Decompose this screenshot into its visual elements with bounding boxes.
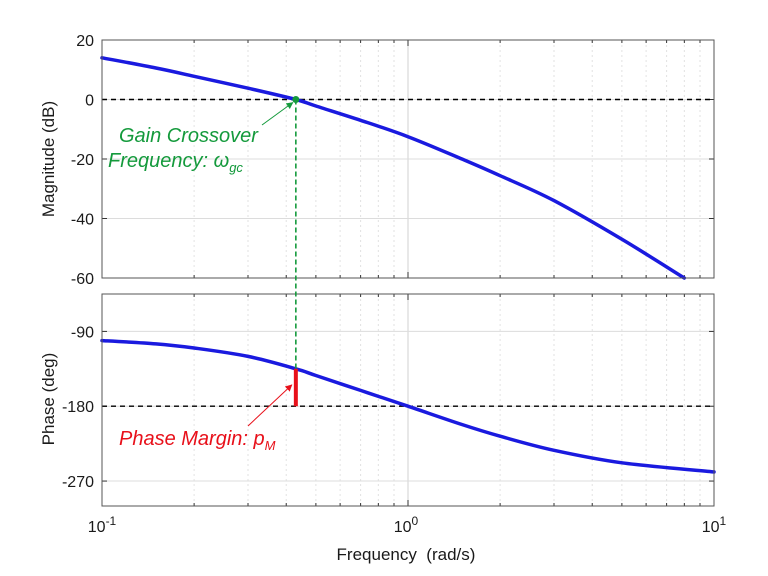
ytick-label-1: -180 [62,399,94,416]
phase-series-line [100,338,716,474]
xtick-label-0: 10-1 [88,514,117,536]
magnitude-series-line [100,56,687,280]
ytick-label-0: 20 [76,33,94,50]
ytick-label-0: -90 [71,324,94,341]
frequency-xlabel: Frequency (rad/s) [337,545,476,564]
ytick-label-2: -20 [71,152,94,169]
magnitude-ylabel: Magnitude (dB) [39,101,58,217]
phase-ylabel: Phase (deg) [39,353,58,446]
gain-crossover-arrow [261,102,294,126]
ytick-label-1: 0 [85,93,94,110]
xtick-label-2: 101 [702,514,727,536]
gain-crossover-label-line2: Frequency: ωgc [108,150,243,175]
ytick-label-4: -60 [71,271,94,288]
gain-crossover-marker [292,96,300,103]
axes-frame [101,293,715,507]
ytick-label-2: -270 [62,474,94,491]
magnitude-panel: 20 0 -20 -40 -60 [71,33,715,288]
ytick-label-3: -40 [71,212,94,229]
phase-margin-arrow [247,384,293,427]
phase-margin-label: Phase Margin: pM [119,428,276,453]
gain-crossover-label-line1: Gain Crossover [119,125,259,147]
xtick-label-1: 100 [394,514,419,536]
phase-panel: -90 -180 -270 [62,293,716,507]
axes-frame [101,39,715,279]
